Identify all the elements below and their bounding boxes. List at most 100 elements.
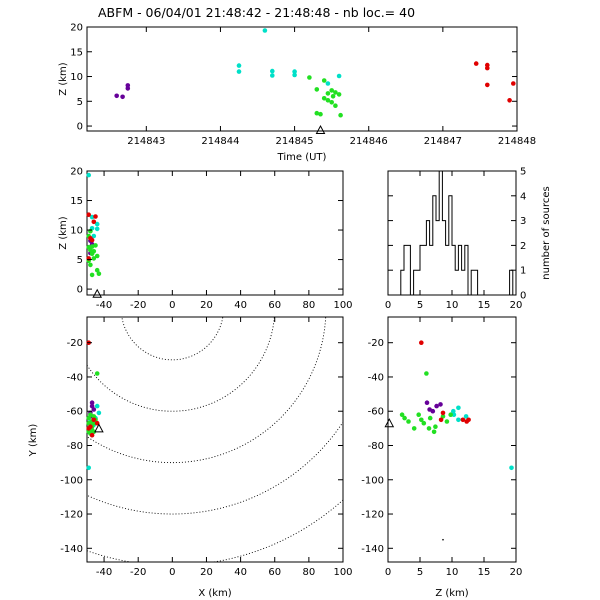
source-point [419,340,424,346]
source-point [333,103,338,108]
y-tick-label: 2 [520,241,526,252]
y-tick-label: 0 [77,122,83,133]
source-point [440,410,446,416]
figure-title: ABFM - 06/04/01 21:48:42 - 21:48:48 - nb… [98,5,415,20]
source-point [236,69,242,74]
y-tick-label: 5 [77,97,83,108]
source-point [86,426,91,431]
y-tick-label: 10 [70,72,83,83]
station-marker [384,418,395,428]
source-point [330,94,336,99]
source-point [292,72,297,78]
panel-time-height: 214843 214844 214845 214846 214847 214848 0 5 10… [58,23,536,164]
source-point [460,417,466,423]
x-tick-label: 20 [200,567,213,578]
rings [87,317,343,562]
source-point [125,86,131,91]
y-tick-label: -40 [67,372,83,383]
source-point [427,415,433,421]
x-tick-label: 15 [478,567,491,578]
x-tick-label: 40 [234,300,247,311]
panel-x-height: -40 -20 0 20 40 60 80 100 0 5 10 15 20 Z (km) [58,167,353,312]
ticks: 0 5 10 15 20 -140 -120 -100 -80 -60 -40 -20 [361,317,522,578]
source-point [270,68,275,74]
x-axis-label: Z (km) [435,588,468,599]
x-tick-label: 20 [200,300,213,311]
range-ring [87,421,343,515]
y-tick-label: 5 [77,255,83,266]
source-point [89,432,95,438]
source-point [325,91,331,96]
panel-frame [86,26,518,132]
panel-frame [387,316,517,563]
x-tick-label: 0 [169,300,175,311]
source-point [431,429,437,435]
y-tick-label: 10 [70,226,83,237]
source-point [114,93,119,99]
source-point [424,400,430,406]
x-tick-label: 5 [417,567,423,578]
source-point [399,412,405,418]
source-point [91,256,97,261]
source-point [336,73,342,79]
source-point [89,237,95,243]
source-point [96,271,102,277]
source-point [94,253,100,259]
source-point [314,87,320,92]
x-tick-label: 0 [385,567,391,578]
y-tick-label: -100 [60,475,83,486]
source-point [94,420,100,426]
x-tick-label: 20 [510,300,523,311]
source-point [329,100,335,105]
source-point [411,426,417,431]
y-tick-label: -60 [368,407,384,418]
y-tick-label: -20 [67,338,83,349]
source-point [318,111,323,117]
source-point [509,465,514,471]
x-axis-label: X (km) [198,588,231,599]
source-point [433,424,438,430]
source-point [89,214,95,220]
marks [388,170,516,296]
station-marker [92,288,103,298]
source-point [94,403,100,409]
source-point [94,221,100,227]
panel-height-y: 0 5 10 15 20 -140 -120 -100 -80 -60 -40 -20 Z (km) [361,316,522,599]
x-tick-label: 214848 [498,136,536,147]
source-point [91,249,97,254]
source-point [89,400,95,406]
x-tick-label: 20 [510,567,523,578]
source-point [86,420,91,426]
y-axis-label: Y (km) [28,424,39,458]
source-point [406,419,411,424]
y-axis-label: Z (km) [58,62,69,95]
x-tick-label: 100 [333,300,352,311]
source-point [448,412,454,418]
x-tick-label: -20 [130,567,146,578]
source-point [434,403,439,409]
x-tick-label: 60 [268,300,281,311]
source-point [270,73,275,78]
source-point [314,110,320,116]
source-point [463,414,469,419]
x-tick-label: 0 [385,300,391,311]
y-tick-label: -100 [361,475,384,486]
source-point [91,414,97,419]
y-tick-label: 1 [520,266,526,277]
x-tick-label: 40 [234,567,247,578]
station-marker [315,124,326,134]
source-point [91,417,97,423]
y-axis-label: number of sources [541,186,552,279]
source-point [91,407,97,412]
y-tick-label: -120 [361,510,384,521]
source-point [91,219,97,225]
panel-frame [86,316,344,563]
source-point [236,63,242,68]
x-tick-label: 214845 [275,136,313,147]
y-tick-label: -80 [368,441,384,452]
source-point [444,419,450,424]
range-ring [87,499,343,562]
source-point [91,233,97,239]
x-tick-label: 15 [478,300,491,311]
